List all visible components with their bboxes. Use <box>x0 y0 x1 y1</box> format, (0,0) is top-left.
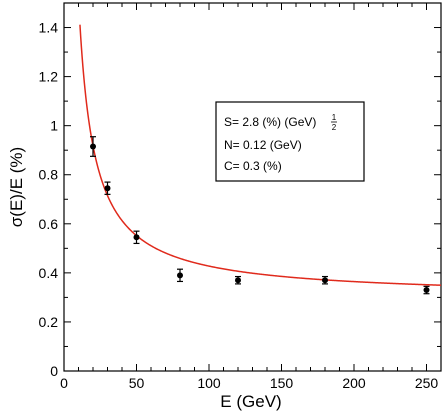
x-tick-label: 50 <box>129 375 145 391</box>
data-point <box>133 230 140 245</box>
axis-tick-labels: 0 50 100 150 200 250 0 0.2 0.4 0.6 0.8 1 1.2 1.4 <box>39 20 439 391</box>
x-tick-label: 200 <box>342 375 366 391</box>
point-marker <box>133 234 140 241</box>
point-marker <box>90 143 96 150</box>
x-axis-label: E (GeV) <box>220 392 281 411</box>
y-tick-label: 1 <box>50 118 58 134</box>
legend-s-text: S= 2.8 (%) (GeV) <box>224 115 316 129</box>
y-tick-label: 1.2 <box>39 69 59 85</box>
data-point <box>104 181 111 195</box>
y-tick-label: 0 <box>50 363 58 379</box>
plot-frame <box>63 2 442 372</box>
data-point <box>90 136 96 157</box>
data-point <box>177 268 183 283</box>
legend-n-text: N= 0.12 (GeV) <box>224 138 302 152</box>
data-point <box>322 275 328 285</box>
legend-box: S= 2.8 (%) (GeV) 1 2 N= 0.12 (GeV) C= 0.… <box>215 101 365 182</box>
data-point <box>423 285 430 295</box>
legend-frame <box>215 101 365 182</box>
x-tick-label: 0 <box>60 375 68 391</box>
point-marker <box>322 277 328 284</box>
axis-ticks <box>63 2 442 372</box>
x-tick-label: 250 <box>415 375 439 391</box>
point-marker <box>423 287 430 294</box>
y-axis-label: σ(E)/E (%) <box>7 147 26 227</box>
y-tick-label: 1.4 <box>39 20 59 36</box>
y-tick-label: 0.4 <box>39 265 59 281</box>
data-points <box>90 136 430 295</box>
y-tick-label: 0.2 <box>39 314 59 330</box>
x-tick-label: 150 <box>270 375 294 391</box>
legend-c-text: C= 0.3 (%) <box>224 159 282 173</box>
point-marker <box>177 272 183 279</box>
y-tick-label: 0.6 <box>39 216 59 232</box>
y-tick-label: 0.8 <box>39 167 59 183</box>
fit-curve <box>79 24 442 286</box>
x-tick-label: 100 <box>197 375 221 391</box>
point-marker <box>104 185 111 192</box>
point-marker <box>235 277 241 284</box>
legend-s-exponent-den: 2 <box>332 123 337 132</box>
data-point <box>235 275 241 285</box>
legend-s-exponent-num: 1 <box>332 113 337 122</box>
